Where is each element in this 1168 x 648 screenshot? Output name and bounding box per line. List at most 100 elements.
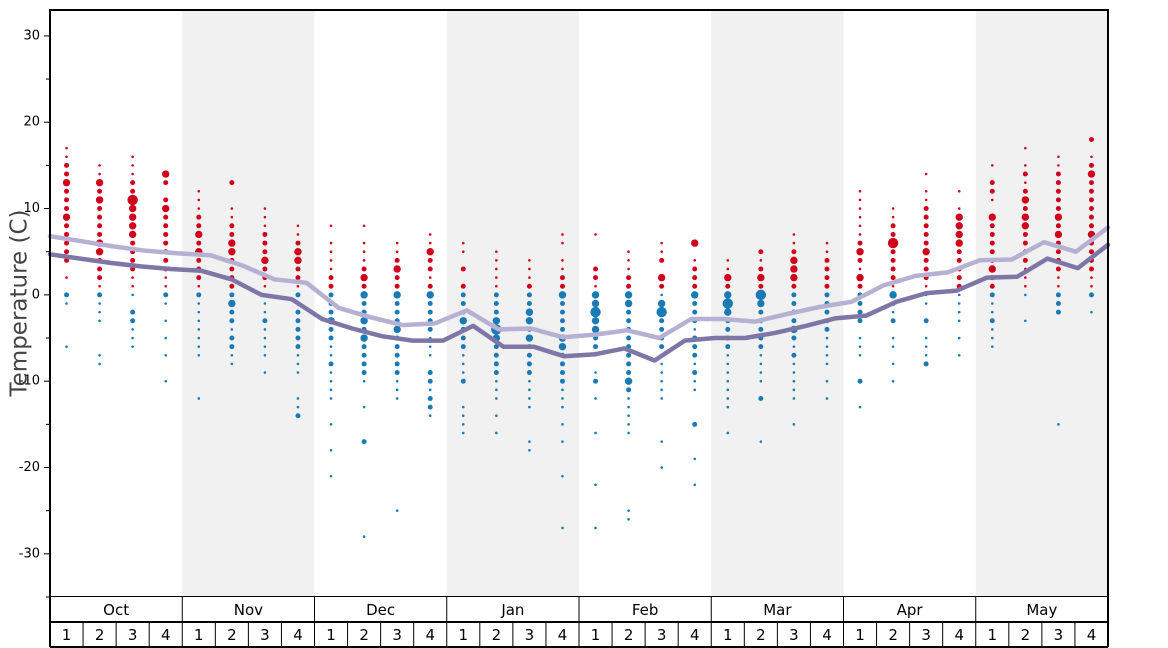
- temperature-dot: [791, 301, 797, 306]
- temperature-dot: [492, 317, 501, 325]
- temperature-dot: [758, 309, 764, 315]
- month-band-jan: [446, 10, 579, 597]
- temperature-dot: [857, 283, 863, 289]
- temperature-dot: [196, 275, 202, 281]
- temperature-dot: [128, 222, 137, 230]
- temperature-dot: [856, 248, 864, 256]
- temperature-dot: [791, 352, 797, 358]
- temperature-dot: [95, 196, 104, 204]
- temperature-dot: [361, 352, 367, 358]
- temperature-dot: [495, 388, 498, 392]
- temperature-dot: [329, 224, 333, 228]
- temperature-dot: [692, 283, 698, 289]
- temperature-dot: [295, 344, 301, 350]
- week-label: 3: [789, 626, 799, 644]
- temperature-dot: [857, 301, 863, 306]
- temperature-dot: [395, 379, 399, 383]
- temperature-dot: [262, 240, 268, 246]
- week-label: 3: [128, 626, 138, 644]
- temperature-dot: [559, 309, 565, 315]
- temperature-dot: [228, 248, 236, 256]
- y-tick-label: -20: [19, 460, 40, 475]
- y-tick-label: 30: [23, 28, 40, 43]
- temperature-dot: [858, 336, 862, 340]
- temperature-dot: [263, 284, 267, 288]
- month-label-jan: Jan: [500, 601, 524, 619]
- temperature-dot: [758, 266, 764, 272]
- temperature-dot: [196, 214, 202, 220]
- temperature-dot: [923, 266, 929, 272]
- temperature-dot: [561, 423, 564, 426]
- temperature-dot: [461, 241, 465, 245]
- temperature-dot: [924, 302, 928, 305]
- temperature-dot: [1022, 240, 1028, 246]
- temperature-dot: [593, 344, 599, 350]
- temperature-dot: [1090, 155, 1093, 159]
- temperature-dot: [656, 306, 667, 318]
- temperature-dot: [163, 223, 169, 229]
- temperature-dot: [559, 361, 565, 367]
- temperature-dot: [362, 250, 366, 254]
- temperature-dot: [724, 308, 732, 316]
- temperature-dot: [163, 214, 169, 220]
- temperature-dot: [64, 231, 70, 237]
- temperature-dot: [561, 440, 564, 443]
- temperature-dot: [1024, 146, 1027, 150]
- temperature-dot: [858, 345, 862, 348]
- temperature-dot: [362, 535, 366, 538]
- temperature-dot: [525, 317, 534, 325]
- temperature-dot: [891, 336, 895, 340]
- week-label: 2: [359, 626, 369, 644]
- temperature-dot: [65, 276, 68, 279]
- x-axis: Oct 1 2 3 4 Nov 1 2 3 4 Dec 1 2 3 4 Jan 1 2 3 4 Feb 1 2 3 4 Mar 1 2…: [49, 597, 1109, 648]
- temperature-dot: [395, 509, 399, 512]
- temperature-dot: [263, 224, 267, 228]
- temperature-dot: [792, 241, 796, 245]
- temperature-dot: [561, 388, 564, 392]
- temperature-dot: [692, 352, 698, 358]
- temperature-dot: [726, 371, 730, 374]
- temperature-dot: [493, 370, 499, 376]
- month-label-dec: Dec: [366, 601, 395, 619]
- temperature-dot: [295, 335, 301, 341]
- temperature-dot: [660, 466, 663, 469]
- temperature-dot: [594, 526, 597, 530]
- temperature-dot: [295, 326, 301, 332]
- temperature-dot: [495, 431, 498, 435]
- temperature-dot: [824, 309, 830, 315]
- y-tick-label: 0: [32, 287, 40, 302]
- temperature-dot: [1024, 276, 1027, 279]
- temperature-dot: [626, 387, 632, 393]
- temperature-dot: [887, 237, 899, 249]
- y-tick-label: -30: [19, 546, 40, 561]
- temperature-dot: [97, 223, 103, 229]
- temperature-dot: [660, 362, 663, 366]
- temperature-dot: [460, 266, 466, 272]
- temperature-dot: [460, 378, 466, 384]
- temperature-dot: [163, 257, 169, 263]
- temperature-dot: [361, 283, 367, 289]
- temperature-dot: [627, 414, 630, 418]
- temperature-dot: [427, 257, 433, 263]
- week-label: 2: [227, 626, 237, 644]
- temperature-dot: [426, 248, 434, 256]
- temperature-dot: [526, 361, 532, 367]
- temperature-dot: [594, 284, 597, 288]
- week-label: 1: [591, 626, 601, 644]
- temperature-dot: [329, 388, 333, 392]
- temperature-dot: [692, 266, 698, 272]
- temperature-dot: [758, 249, 764, 255]
- temperature-dot: [394, 301, 400, 306]
- temperature-dot: [197, 302, 201, 305]
- temperature-dot: [957, 207, 961, 210]
- temperature-dot: [858, 207, 862, 210]
- temperature-dot: [131, 276, 134, 279]
- temperature-dot: [329, 267, 333, 271]
- temperature-dot: [858, 267, 862, 271]
- temperature-dot: [858, 198, 862, 202]
- temperature-dot: [1055, 266, 1061, 272]
- temperature-dot: [891, 345, 895, 348]
- temperature-dot: [362, 224, 366, 228]
- temperature-dot: [296, 353, 300, 357]
- temperature-dot: [791, 318, 797, 324]
